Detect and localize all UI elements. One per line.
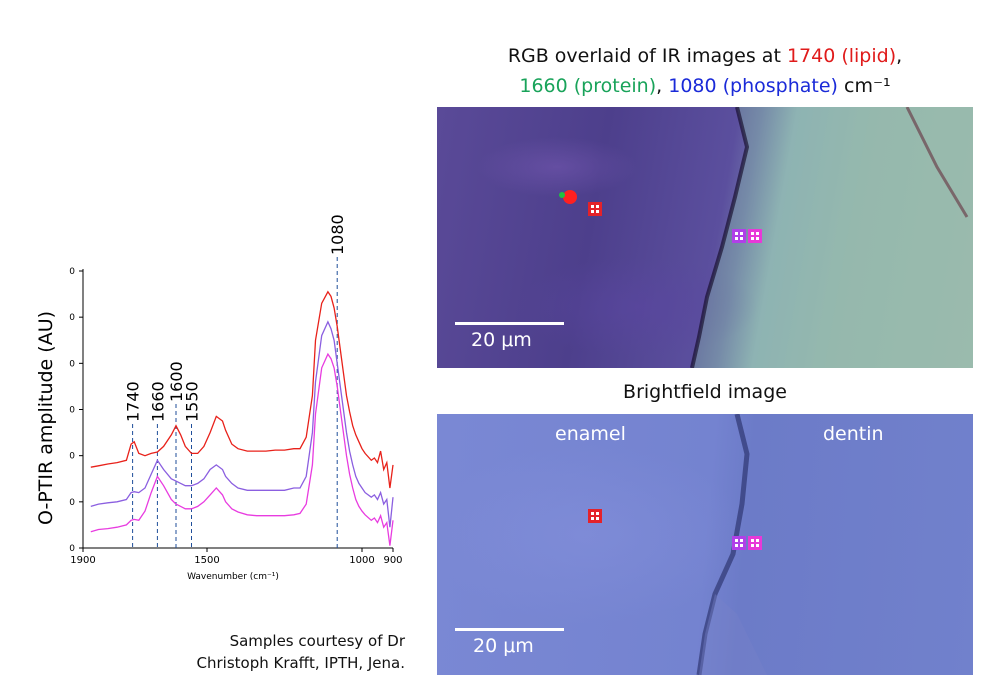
- ir-title-phosphate: 1080 (phosphate): [668, 75, 838, 97]
- ir-title-unit: cm⁻¹: [837, 75, 891, 97]
- enamel-label: enamel: [555, 423, 626, 445]
- bf-phosphate-marker: [748, 536, 762, 550]
- brightfield-title: Brightfield image: [623, 381, 787, 403]
- y-tick-label: 0: [69, 544, 75, 554]
- ir-overlay-image: 20 μm: [437, 107, 973, 368]
- x-tick-label: 1000: [349, 555, 374, 566]
- bf-scale-bar: [455, 628, 564, 631]
- ir-title-prefix: RGB overlaid of IR images at: [507, 45, 787, 67]
- x-tick-label: 1900: [70, 555, 95, 566]
- phosphate-marker: [748, 229, 762, 243]
- y-axis-title: O-PTIR amplitude (AU): [35, 311, 57, 525]
- ir-title-separator: ,: [656, 75, 669, 97]
- x-axis-title: Wavenumber (cm⁻¹): [187, 572, 279, 582]
- bf-scale-label: 20 μm: [473, 635, 534, 657]
- bf-protein-marker: [732, 536, 746, 550]
- annotation-label-1080: 1080: [328, 214, 347, 255]
- credit-line-2: Christoph Krafft, IPTH, Jena.: [196, 654, 406, 672]
- bf-lipid-marker: [588, 509, 602, 523]
- x-tick-label: 900: [383, 555, 402, 566]
- y-tick-label: 0: [69, 452, 75, 462]
- ir-title-lipid: 1740 (lipid): [786, 45, 897, 67]
- spectrum-series-3: [90, 352, 394, 546]
- x-tick-label: 1500: [194, 555, 219, 566]
- spectrum-series-2: [90, 320, 394, 528]
- credit-line-1: Samples courtesy of Dr: [229, 632, 405, 650]
- annotation-label-1660: 1660: [148, 381, 167, 422]
- y-tick-label: 0: [69, 498, 75, 508]
- spectrum-series-1: [90, 290, 394, 489]
- brightfield-image: enamel dentin 20 μm: [437, 414, 973, 675]
- ir-title-line-2: 1660 (protein), 1080 (phosphate) cm⁻¹: [437, 74, 973, 98]
- ir-title-comma: ,: [896, 45, 903, 67]
- lipid-marker: [588, 202, 602, 216]
- ir-title-protein: 1660 (protein): [519, 75, 657, 97]
- y-tick-label: 0: [69, 359, 75, 369]
- protein-marker: [732, 229, 746, 243]
- ir-scale-label: 20 μm: [471, 329, 532, 351]
- ir-scale-bar: [455, 322, 564, 325]
- annotation-label-1550: 1550: [183, 381, 202, 422]
- annotation-label-1740: 1740: [124, 381, 143, 422]
- dentin-label: dentin: [823, 423, 884, 445]
- annotation-label-1600: 1600: [167, 361, 186, 402]
- y-tick-label: 0: [69, 406, 75, 416]
- ir-title-line-1: RGB overlaid of IR images at 1740 (lipid…: [437, 44, 973, 68]
- y-tick-label: 0: [69, 313, 75, 323]
- y-tick-label: 0: [69, 267, 75, 277]
